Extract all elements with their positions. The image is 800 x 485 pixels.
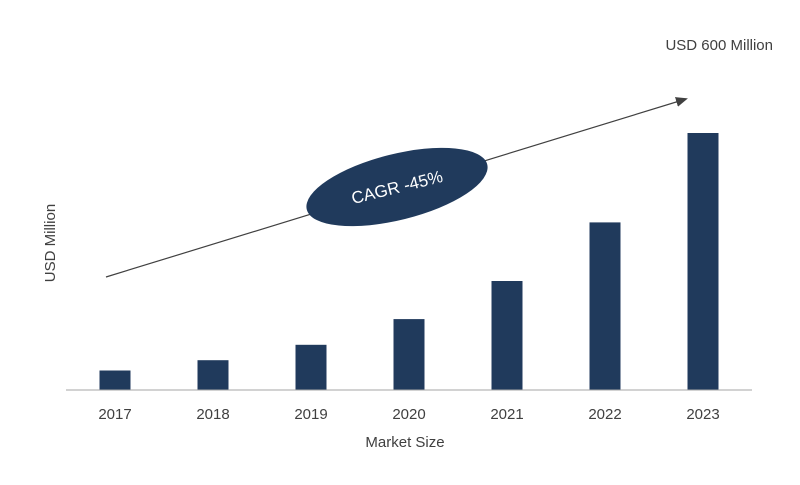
cagr-callout: CAGR -45% xyxy=(306,147,488,227)
x-tick-label-2017: 2017 xyxy=(98,406,131,423)
bar-2017 xyxy=(99,370,131,390)
bar-2023 xyxy=(687,133,719,390)
x-tick-label-2019: 2019 xyxy=(294,406,327,423)
y-axis-title: USD Million xyxy=(42,204,59,282)
bar-2019 xyxy=(295,344,327,390)
x-tick-label-2021: 2021 xyxy=(490,406,523,423)
cagr-ellipse xyxy=(306,147,488,227)
x-tick-labels: 2017 2018 2019 2020 2021 2022 2023 xyxy=(98,406,719,423)
x-tick-label-2018: 2018 xyxy=(196,406,229,423)
bar-2021 xyxy=(491,281,523,390)
bars-group xyxy=(99,133,719,390)
x-tick-label-2022: 2022 xyxy=(588,406,621,423)
bar-2020 xyxy=(393,319,425,390)
x-tick-label-2023: 2023 xyxy=(686,406,719,423)
x-axis-title: Market Size xyxy=(365,434,444,451)
endpoint-annotation: USD 600 Million xyxy=(665,37,773,54)
bar-2018 xyxy=(197,360,229,390)
bar-2022 xyxy=(589,222,621,390)
x-tick-label-2020: 2020 xyxy=(392,406,425,423)
